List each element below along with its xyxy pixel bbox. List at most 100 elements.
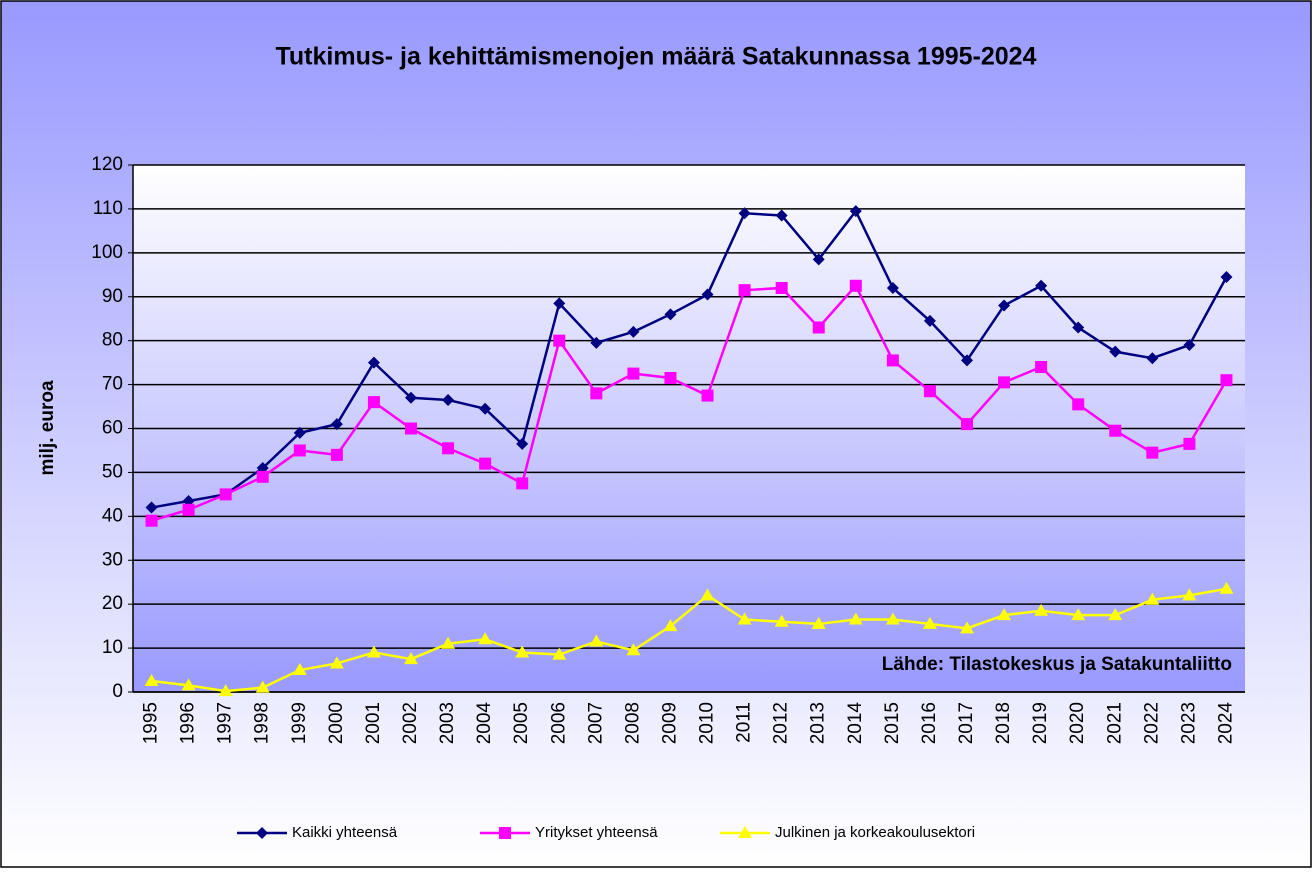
legend-label: Kaikki yhteensä xyxy=(292,824,398,841)
series-line xyxy=(151,283,1228,522)
marker xyxy=(811,616,826,629)
x-tick-label: 1995 xyxy=(141,702,162,744)
marker xyxy=(627,325,640,338)
marker xyxy=(292,663,307,676)
y-axis-label: milj. euroa xyxy=(37,380,58,475)
x-tick-label: 2008 xyxy=(622,702,643,744)
y-tick-label: 10 xyxy=(102,637,123,658)
x-tick-label: 1999 xyxy=(289,702,310,744)
marker xyxy=(701,389,714,402)
marker xyxy=(145,501,158,514)
marker xyxy=(1072,321,1085,334)
marker xyxy=(1146,446,1159,459)
x-tick-label: 2001 xyxy=(363,702,384,744)
marker xyxy=(478,632,493,645)
x-tick-label: 1997 xyxy=(215,702,236,744)
x-tick-label: 2016 xyxy=(919,702,940,744)
marker xyxy=(145,514,158,527)
marker xyxy=(1145,592,1160,605)
x-tick-label: 2005 xyxy=(511,702,532,744)
marker xyxy=(1109,345,1122,358)
y-tick-label: 0 xyxy=(112,681,123,702)
x-tick-label: 2022 xyxy=(1141,702,1162,744)
marker xyxy=(479,457,492,470)
x-tick-label: 2018 xyxy=(993,702,1014,744)
y-tick-label: 100 xyxy=(91,242,123,263)
marker xyxy=(499,827,511,839)
marker xyxy=(700,588,715,601)
y-tick-label: 40 xyxy=(102,505,123,526)
x-tick-label: 2002 xyxy=(400,702,421,744)
legend-label: Yritykset yhteensä xyxy=(535,824,658,841)
series-line xyxy=(151,208,1228,509)
marker xyxy=(516,477,529,490)
marker xyxy=(775,209,788,222)
marker xyxy=(1108,608,1123,621)
marker xyxy=(1183,339,1196,352)
y-tick-label: 80 xyxy=(102,330,123,351)
marker xyxy=(367,396,380,409)
marker xyxy=(442,393,455,406)
x-tick-label: 2011 xyxy=(734,702,755,743)
marker xyxy=(775,281,788,294)
x-tick-label: 2015 xyxy=(882,702,903,744)
marker xyxy=(182,503,195,516)
marker xyxy=(701,288,714,301)
marker xyxy=(330,448,343,461)
marker xyxy=(923,314,936,327)
marker xyxy=(515,645,530,658)
chart-title: Tutkimus- ja kehittämismenojen määrä Sat… xyxy=(276,43,1037,71)
marker xyxy=(663,619,678,632)
marker xyxy=(1109,424,1122,437)
x-tick-label: 2013 xyxy=(808,702,829,744)
marker xyxy=(552,647,567,660)
marker xyxy=(405,422,417,435)
y-tick-label: 110 xyxy=(93,198,123,219)
marker xyxy=(738,207,751,220)
marker xyxy=(405,391,417,404)
marker xyxy=(849,279,862,292)
marker xyxy=(960,621,974,634)
x-tick-label: 2021 xyxy=(1104,702,1125,744)
marker xyxy=(366,645,381,658)
marker xyxy=(553,334,566,347)
marker xyxy=(256,827,268,839)
marker xyxy=(256,470,269,483)
marker xyxy=(886,354,899,367)
x-tick-label: 2019 xyxy=(1030,702,1051,744)
marker xyxy=(293,426,306,439)
x-tick-label: 2024 xyxy=(1215,702,1236,745)
x-tick-label: 2003 xyxy=(437,702,458,744)
marker xyxy=(516,437,529,450)
marker xyxy=(812,253,825,266)
marker xyxy=(590,387,603,400)
marker xyxy=(885,612,900,625)
x-tick-label: 1998 xyxy=(252,702,273,744)
marker xyxy=(849,205,862,218)
x-tick-label: 2010 xyxy=(697,702,718,744)
y-tick-label: 20 xyxy=(102,593,123,614)
marker xyxy=(404,652,418,665)
marker xyxy=(255,680,270,693)
marker xyxy=(997,608,1012,621)
marker xyxy=(553,297,566,310)
marker xyxy=(998,376,1011,389)
y-tick-label: 60 xyxy=(102,418,123,439)
y-tick-label: 90 xyxy=(102,286,123,307)
x-tick-label: 2020 xyxy=(1067,702,1088,744)
marker xyxy=(441,636,456,649)
y-tick-label: 30 xyxy=(102,549,123,570)
x-tick-label: 2006 xyxy=(548,702,569,744)
marker xyxy=(1034,603,1049,616)
marker xyxy=(1072,398,1085,411)
marker xyxy=(1183,437,1196,450)
marker xyxy=(590,336,603,349)
annotation: Lähde: Tilastokeskus ja Satakuntaliitto xyxy=(882,654,1232,675)
marker xyxy=(589,634,604,647)
marker xyxy=(293,444,306,457)
marker xyxy=(1220,270,1233,283)
marker xyxy=(848,612,863,625)
x-tick-label: 2007 xyxy=(585,702,606,744)
marker xyxy=(367,356,380,369)
